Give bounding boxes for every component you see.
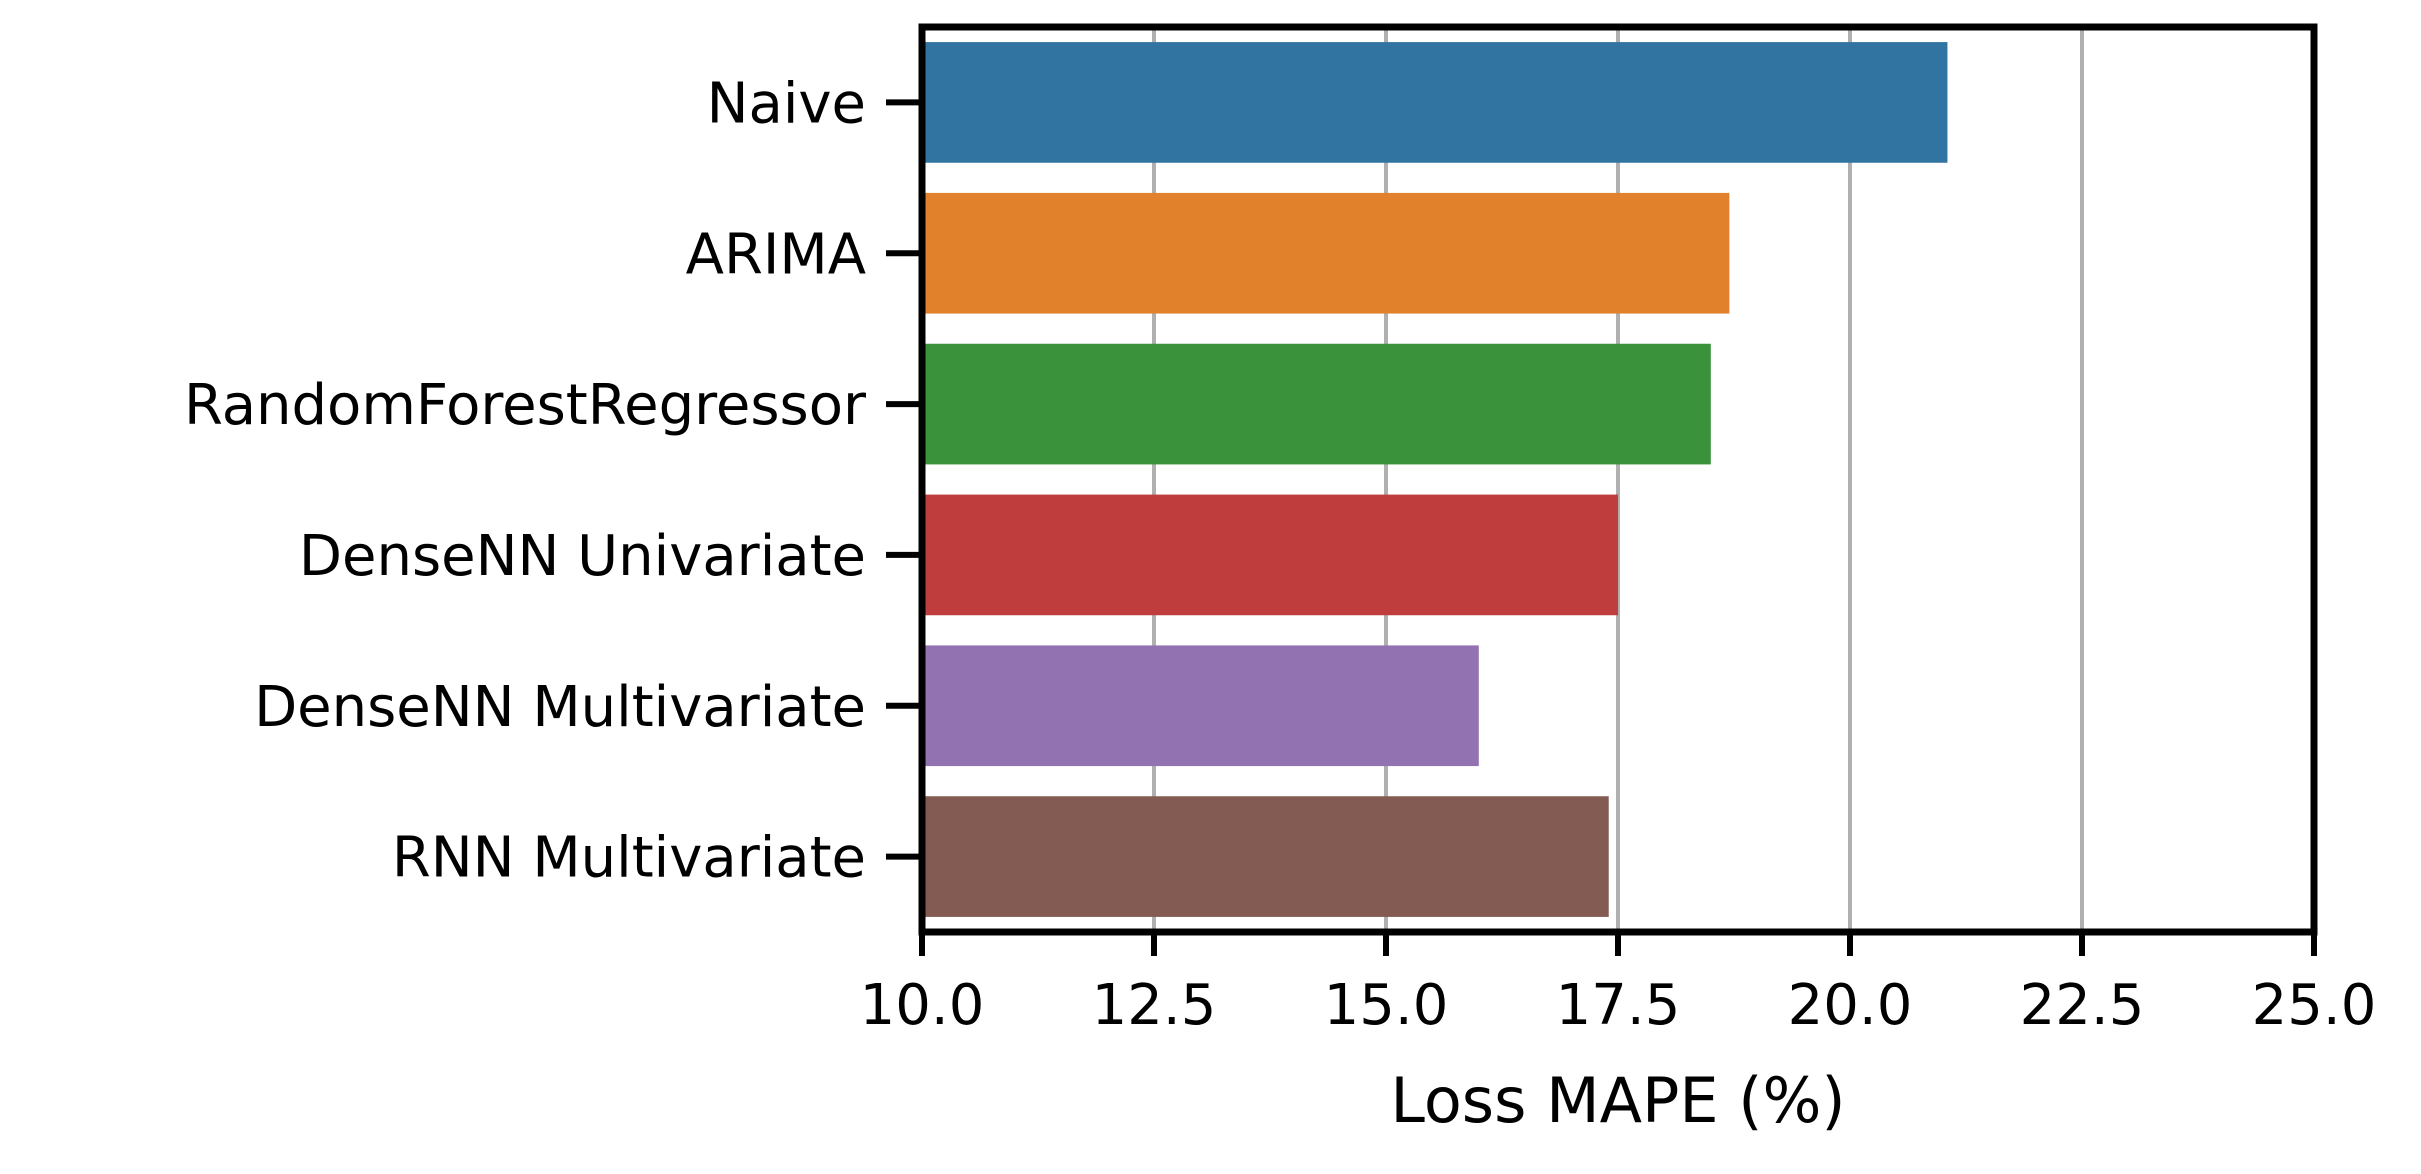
x-tick-label-1: 12.5 [1092, 973, 1217, 1038]
x-tick-label-6: 25.0 [2252, 973, 2377, 1038]
bar-randomforestregressor [922, 343, 1711, 465]
category-label-5: RNN Multivariate [392, 826, 866, 891]
x-axis-title: Loss MAPE (%) [1390, 1064, 1845, 1137]
category-label-0: Naive [707, 71, 866, 136]
x-tick-label-3: 17.5 [1556, 973, 1681, 1038]
bars [922, 42, 1948, 917]
y-axis-ticks: Naive ARIMA RandomForestRegressor DenseNN U… [184, 71, 922, 891]
grid-lines [1152, 27, 2084, 932]
bar-naive [922, 42, 1948, 163]
x-axis-ticks: 10.0 12.5 15.0 17.5 20.0 22.5 25.0 [860, 932, 2377, 1038]
category-label-1: ARIMA [686, 222, 866, 287]
bar-rnn-multivariate [922, 796, 1609, 917]
bar-densenn-univariate [922, 494, 1618, 616]
category-label-2: RandomForestRegressor [184, 373, 867, 438]
x-tick-label-2: 15.0 [1324, 973, 1449, 1038]
category-label-4: DenseNN Multivariate [254, 675, 866, 740]
x-tick-label-0: 10.0 [860, 973, 985, 1038]
category-label-3: DenseNN Univariate [299, 524, 866, 589]
x-tick-label-4: 20.0 [1788, 973, 1913, 1038]
bar-densenn-multivariate [922, 645, 1479, 767]
bar-arima [922, 192, 1730, 314]
x-tick-label-5: 22.5 [2020, 973, 2145, 1038]
